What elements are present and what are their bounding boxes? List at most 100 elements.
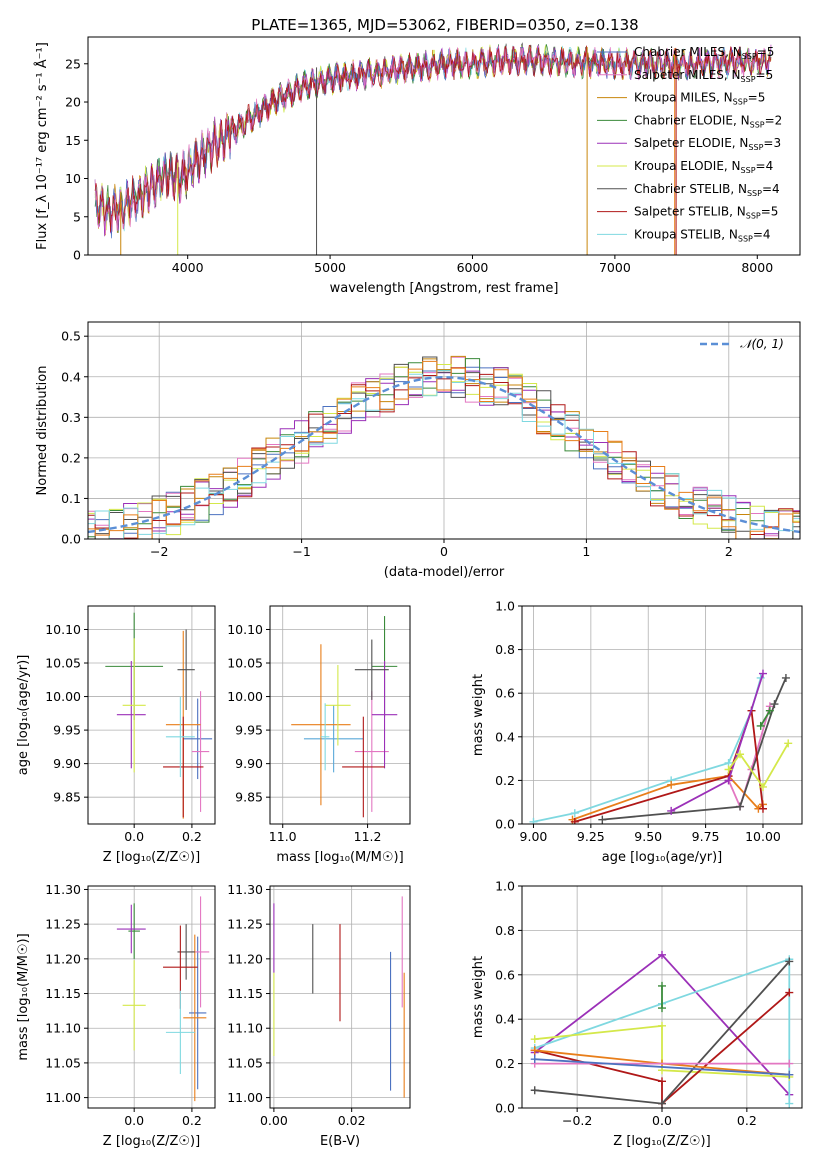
x-axis-label: E(B-V) xyxy=(320,1134,360,1149)
y-tick-label: 11.20 xyxy=(227,951,263,966)
legend-label: 𝒩(0, 1) xyxy=(740,337,784,351)
y-tick-label: 11.10 xyxy=(45,1021,81,1036)
y-tick-label: 11.05 xyxy=(45,1055,81,1070)
weight-vs-age-panel: 9.00 9.25 9.50 9.75 10.00 0.0 0.2 0.4 0.6 0.8 1.0 a… xyxy=(471,599,803,865)
x-tick-label: 11.2 xyxy=(354,829,382,844)
y-tick-label: 0.6 xyxy=(495,967,515,982)
axes-frame xyxy=(87,321,801,540)
y-axis-label: age [log₁₀(age/yr)] xyxy=(16,655,31,776)
y-tick-label: 10.00 xyxy=(227,689,263,704)
x-tick-label: 9.75 xyxy=(692,829,720,844)
x-tick-label: 5000 xyxy=(314,260,346,275)
y-axis-label: mass weight xyxy=(471,674,486,756)
legend-label: Salpeter MILES, NSSP=5 xyxy=(634,68,773,84)
y-tick-label: 9.85 xyxy=(53,790,81,805)
weight-line xyxy=(534,991,790,1106)
legend-label: Chabrier ELODIE, NSSP=2 xyxy=(634,113,782,129)
weight-marker xyxy=(570,809,579,818)
axes-frame xyxy=(269,885,411,1109)
y-tick-label: 0.0 xyxy=(495,817,515,832)
x-axis-label: mass [log₁₀(M/M☉)] xyxy=(276,850,403,865)
y-tick-label: 0.4 xyxy=(495,1012,515,1027)
spectrum-line xyxy=(94,44,772,232)
y-tick-label: 0 xyxy=(73,248,81,263)
x-tick-label: −1 xyxy=(292,544,310,559)
chart-panels: 4000 5000 6000 7000 80000510152025wavelength… xyxy=(16,36,803,1149)
y-tick-label: 11.10 xyxy=(227,1021,263,1036)
weight-marker xyxy=(658,1099,666,1108)
legend-count: =3 xyxy=(763,136,781,150)
normal-curve xyxy=(88,375,800,534)
mass-vs-EBV-panel: 0.00 0.02 11.00 11.05 11.10 11.15 11.20 11.25 11… xyxy=(227,882,411,1149)
x-tick-label: 11.0 xyxy=(269,829,297,844)
x-tick-label: −2 xyxy=(150,544,168,559)
x-tick-label: 7000 xyxy=(599,260,631,275)
legend-label: Kroupa MILES, NSSP=5 xyxy=(634,91,765,107)
weight-marker xyxy=(658,1004,666,1013)
y-tick-label: 20 xyxy=(65,95,81,110)
x-tick-label: 0 xyxy=(440,544,448,559)
residual-histogram xyxy=(88,356,800,539)
weight-marker xyxy=(724,776,733,785)
y-tick-label: 0.4 xyxy=(495,729,515,744)
weight-marker xyxy=(736,750,745,759)
y-tick-label: 10.10 xyxy=(227,622,263,637)
legend-subscript: SSP xyxy=(741,75,756,84)
weight-marker xyxy=(570,817,579,824)
weight-line xyxy=(759,710,771,727)
spectrum-line xyxy=(94,45,772,235)
x-tick-label: 0.0 xyxy=(124,1113,144,1128)
legend-subscript: SSP xyxy=(746,212,761,221)
legend-label: Kroupa STELIB, NSSP=4 xyxy=(634,227,771,243)
y-tick-label: 25 xyxy=(65,56,81,71)
legend-label: Kroupa ELODIE, NSSP=4 xyxy=(634,159,773,175)
y-axis-label: Flux [f_λ 10⁻¹⁷ erg cm⁻² s⁻¹ Å⁻¹] xyxy=(34,42,50,250)
y-axis-label: Normed distribution xyxy=(35,366,50,496)
axes-frame xyxy=(521,885,803,1109)
weight-marker xyxy=(781,673,790,682)
weight-marker xyxy=(785,1059,794,1068)
residual-histogram xyxy=(88,366,800,539)
y-tick-label: 0.0 xyxy=(61,532,81,547)
x-tick-label: 1 xyxy=(582,544,590,559)
y-tick-label: 15 xyxy=(65,133,81,148)
residual-histogram xyxy=(88,367,800,539)
weight-vs-Z-panel: −0.2 0.0 0.2 0.0 0.2 0.4 0.6 0.8 1.0 Z [log₁₀(Z/Z… xyxy=(471,879,803,1149)
x-tick-label: 0.2 xyxy=(182,1113,202,1128)
y-tick-label: 0.3 xyxy=(61,410,81,425)
x-tick-label: 8000 xyxy=(741,260,773,275)
weight-marker xyxy=(530,1046,539,1055)
y-tick-label: 11.25 xyxy=(45,917,81,932)
y-tick-label: 10.10 xyxy=(45,622,81,637)
age-vs-Z-plot-area xyxy=(105,612,213,819)
weight-marker xyxy=(736,802,745,811)
weight-marker xyxy=(785,1099,794,1108)
residual-histogram xyxy=(88,364,800,539)
axes-frame xyxy=(521,605,803,825)
weight-marker xyxy=(530,1035,539,1044)
weight-marker xyxy=(658,950,666,959)
y-axis-label: mass weight xyxy=(471,956,486,1038)
y-tick-label: 10.00 xyxy=(45,689,81,704)
x-tick-label: −0.2 xyxy=(562,1113,592,1128)
y-tick-label: 11.00 xyxy=(45,1090,81,1105)
weight-marker xyxy=(658,1077,666,1086)
weight-marker xyxy=(530,1086,539,1095)
weight-marker xyxy=(724,765,733,774)
legend-subscript: SSP xyxy=(747,189,762,198)
y-tick-label: 0.6 xyxy=(495,686,515,701)
legend-count: =5 xyxy=(757,45,775,59)
mass-vs-EBV-plot-area xyxy=(273,896,405,1098)
x-tick-label: 9.00 xyxy=(520,829,548,844)
x-tick-label: 0.00 xyxy=(260,1113,288,1128)
weight-marker xyxy=(658,981,666,990)
weight-marker xyxy=(785,988,794,997)
weight-line xyxy=(727,742,789,789)
y-tick-label: 0.8 xyxy=(495,923,515,938)
y-tick-label: 0.2 xyxy=(495,773,515,788)
residual-histogram xyxy=(88,360,800,539)
weight-marker xyxy=(770,700,779,709)
spectrum-panel: 4000 5000 6000 7000 8000 0 5 10 15 20 25 wavelength… xyxy=(34,36,801,296)
x-axis-label: age [log₁₀(age/yr)] xyxy=(602,850,723,865)
